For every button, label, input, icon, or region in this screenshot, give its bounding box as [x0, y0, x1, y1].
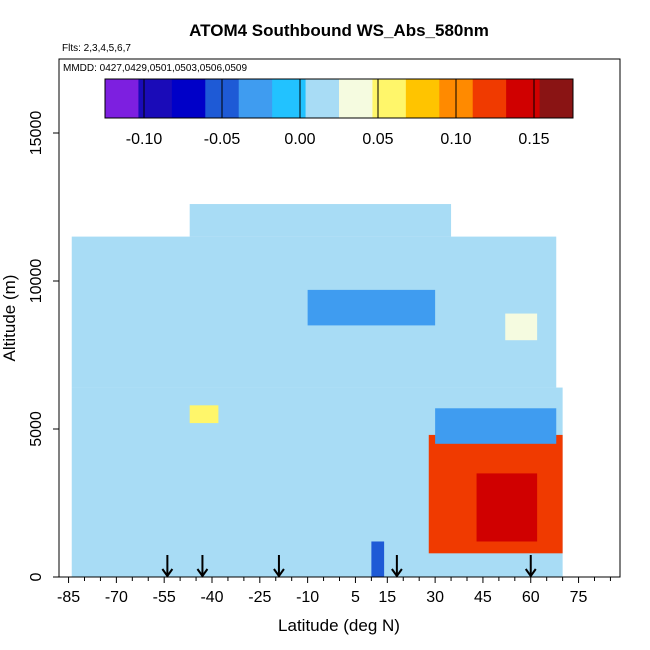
- colorbar-tick-label: 0.00: [284, 131, 315, 148]
- profile-arrowhead: [273, 568, 285, 578]
- x-tick-label: -70: [105, 589, 128, 606]
- heatmap-cell: [435, 408, 557, 444]
- x-axis-label: Latitude (deg N): [278, 616, 400, 635]
- profile-arrowhead: [161, 568, 174, 578]
- colorbar-swatch: [339, 79, 373, 118]
- x-tick-label: 30: [426, 589, 444, 606]
- profile-markers: [161, 555, 537, 578]
- x-tick-label: 5: [351, 589, 360, 606]
- x-axis: -85 -70 -55 -40 -25 -10 5 15 30 45 60 75: [57, 577, 611, 606]
- y-tick-label: 10000: [28, 259, 45, 304]
- y-axis-label: Altitude (m): [0, 275, 19, 362]
- colorbar-swatch: [405, 79, 440, 118]
- colorbar: -0.10 -0.05 0.00 0.05 0.10 0.15: [104, 78, 574, 148]
- heatmap-cell: [371, 541, 385, 577]
- y-tick-label: 0: [28, 572, 45, 581]
- profile-arrowhead: [391, 568, 403, 578]
- colorbar-tick-label: -0.05: [204, 131, 241, 148]
- heatmap-cell: [505, 313, 538, 341]
- colorbar-swatch: [539, 79, 574, 118]
- x-tick-label: 15: [378, 589, 396, 606]
- colorbar-swatch: [105, 79, 139, 118]
- x-tick-label: 45: [474, 589, 492, 606]
- heatmap-layer: [71, 204, 563, 577]
- x-tick-label: 75: [570, 589, 588, 606]
- chart-title: ATOM4 Southbound WS_Abs_580nm: [189, 21, 489, 40]
- profile-arrowhead: [524, 568, 537, 578]
- colorbar-frame: [104, 78, 574, 119]
- colorbar-swatch: [238, 79, 273, 118]
- colorbar-swatch: [472, 79, 507, 118]
- x-tick-label: -25: [248, 589, 271, 606]
- colorbar-swatch: [272, 79, 307, 118]
- x-tick-label: -55: [153, 589, 176, 606]
- x-tick-label: -10: [296, 589, 319, 606]
- colorbar-tick-label: 0.15: [518, 131, 549, 148]
- y-tick-label: 15000: [28, 111, 45, 156]
- y-axis: 0 5000 10000 15000: [28, 111, 59, 581]
- y-tick-label: 5000: [28, 411, 45, 447]
- heatmap-cell: [189, 405, 219, 424]
- colorbar-swatch: [171, 79, 206, 118]
- heatmap-cell: [189, 204, 452, 237]
- x-tick-label: -85: [57, 589, 80, 606]
- colorbar-tick-label: 0.05: [362, 131, 393, 148]
- heatmap-cell: [307, 289, 436, 326]
- x-tick-label: 60: [522, 589, 540, 606]
- colorbar-tick-label: -0.10: [126, 131, 163, 148]
- colorbar-tick-label: 0.10: [440, 131, 471, 148]
- colorbar-swatch: [305, 79, 340, 118]
- flights-label: Flts: 2,3,4,5,6,7: [62, 43, 131, 54]
- colorbar-swatch: [506, 79, 541, 118]
- profile-arrowhead: [196, 568, 209, 578]
- x-tick-label: -40: [200, 589, 223, 606]
- heatmap-cell: [476, 473, 538, 542]
- dates-label: MMDD: 0427,0429,0501,0503,0506,0509: [63, 63, 247, 74]
